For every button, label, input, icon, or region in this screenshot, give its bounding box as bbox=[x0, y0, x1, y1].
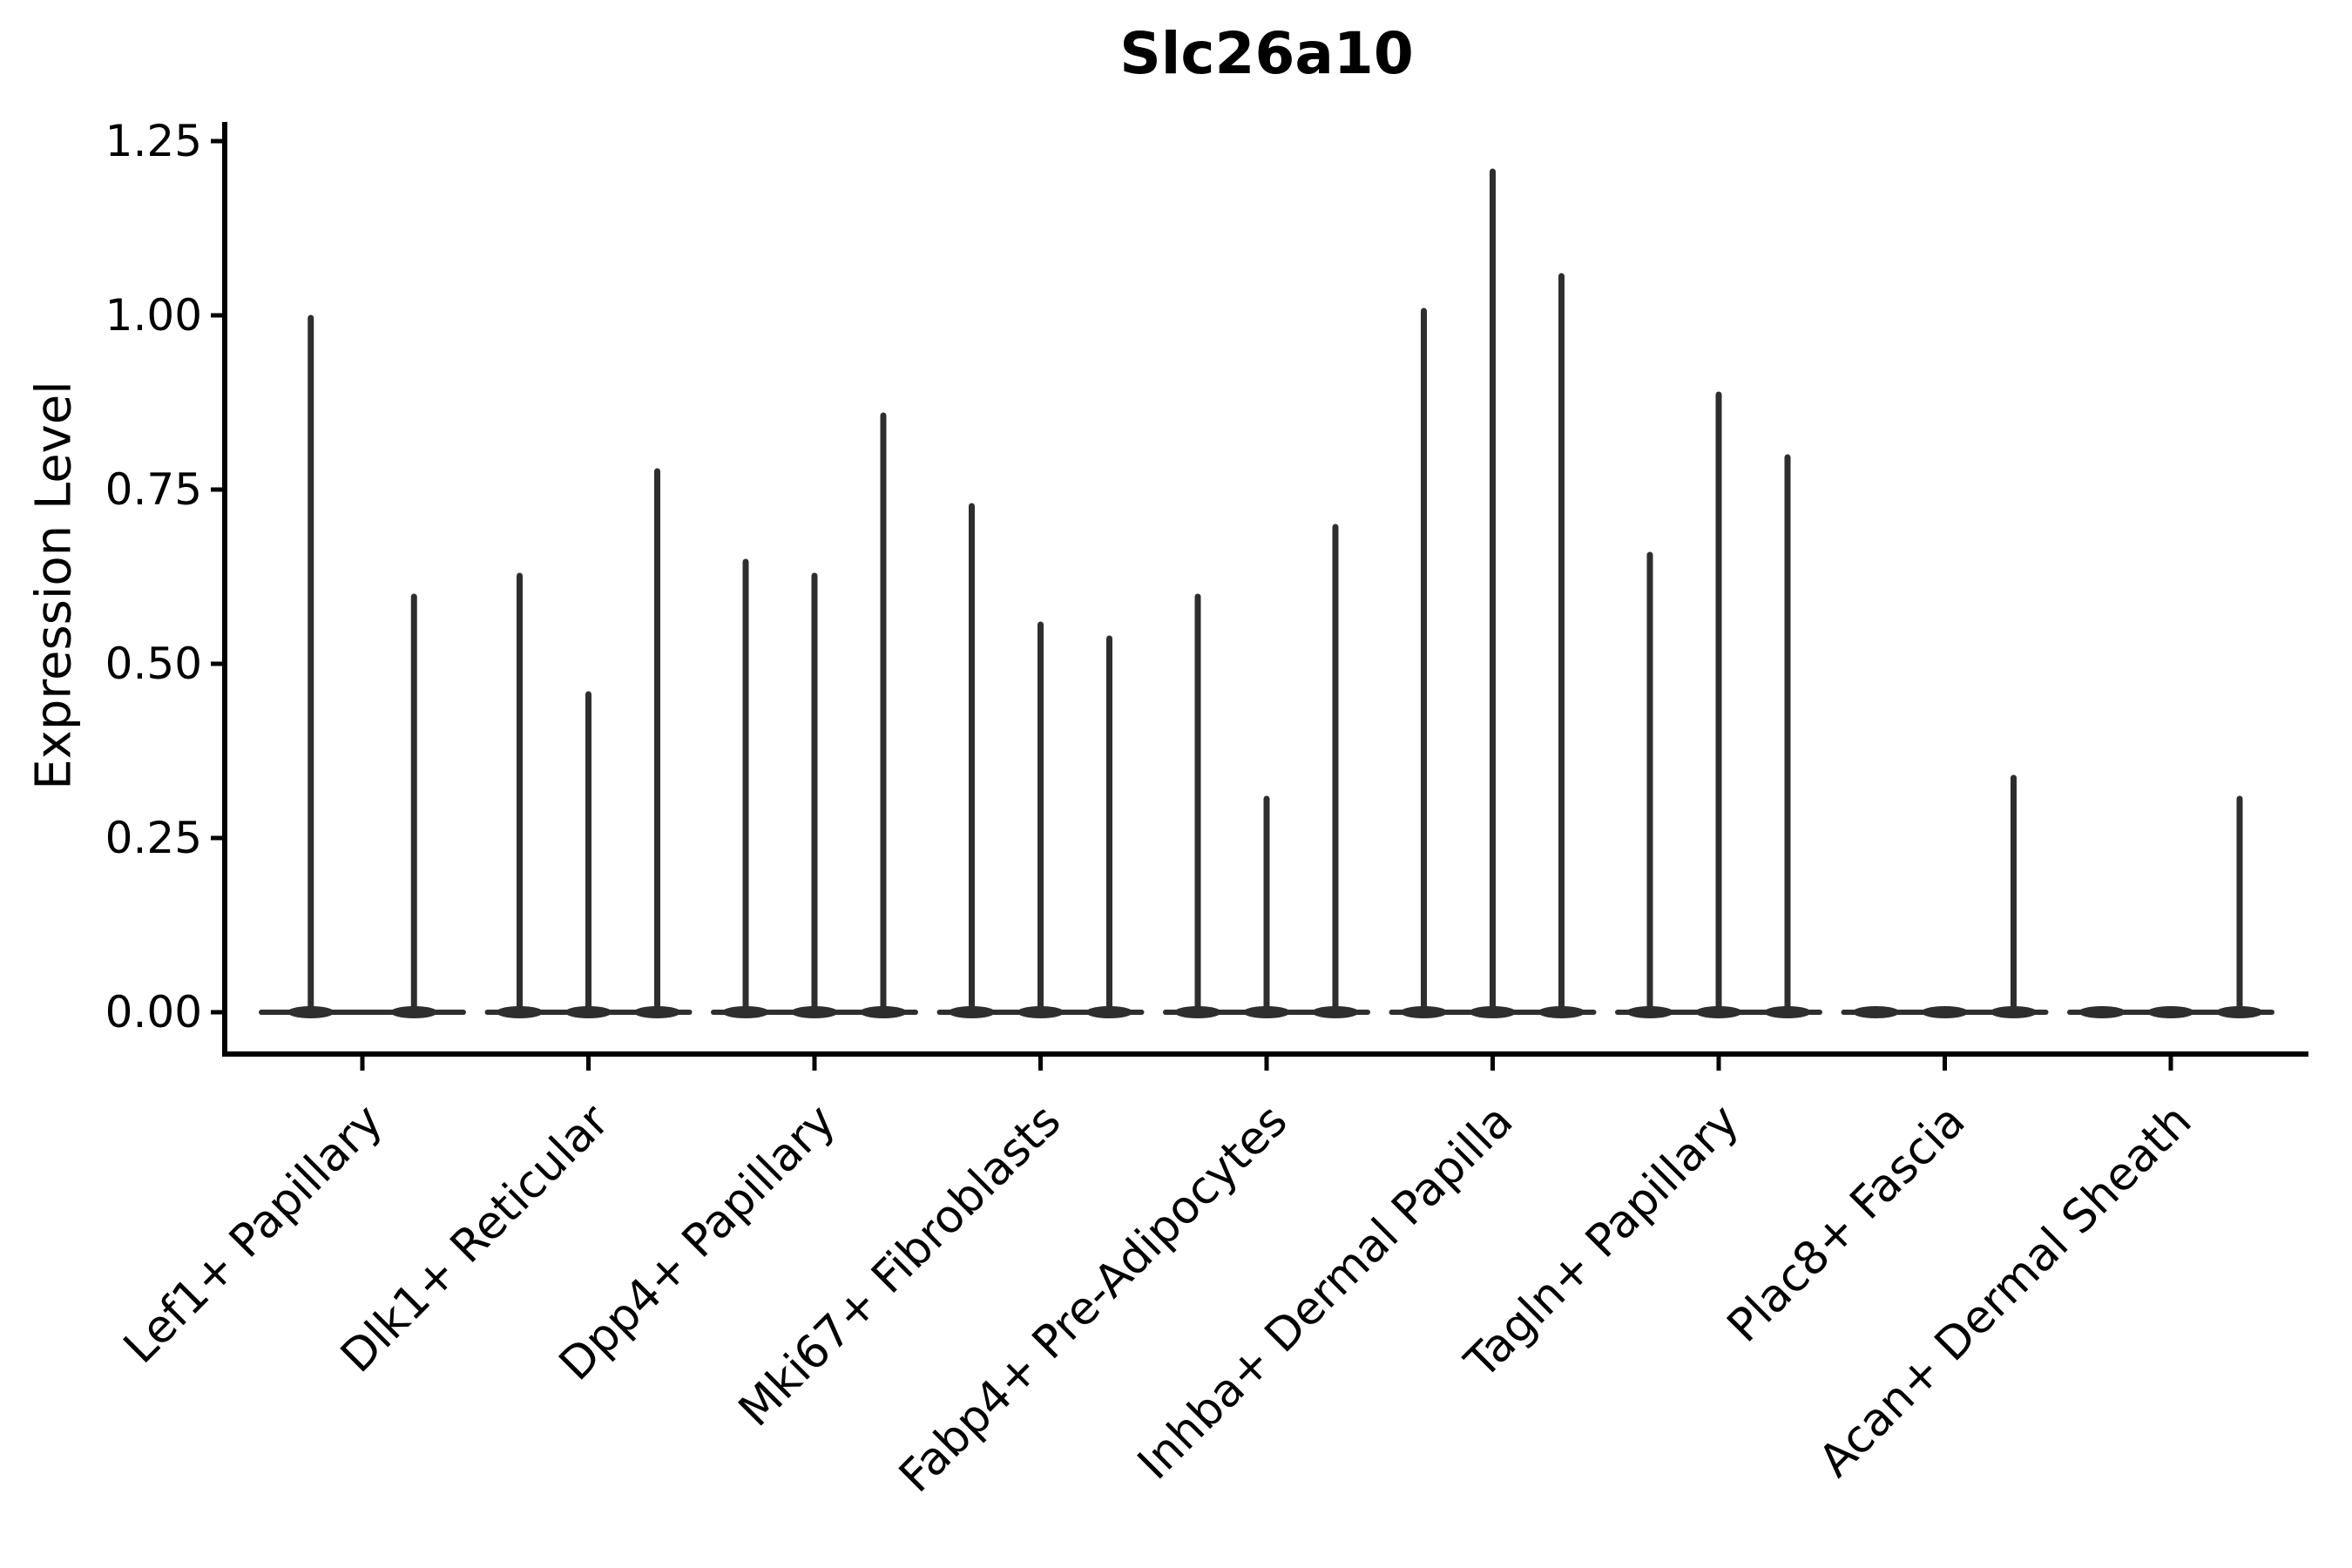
chart-title: Slc26a10 bbox=[1119, 20, 1414, 87]
violin-density-bump bbox=[1921, 1006, 1969, 1018]
y-tick-label: 1.25 bbox=[105, 116, 202, 166]
y-tick-label: 0.00 bbox=[105, 987, 202, 1037]
violin-density-bump bbox=[2147, 1006, 2194, 1018]
violin-density-bump bbox=[2078, 1006, 2126, 1018]
y-tick-label: 0.50 bbox=[105, 639, 202, 689]
violin-density-bump bbox=[1852, 1006, 1900, 1018]
y-tick-label: 1.00 bbox=[105, 290, 202, 341]
axes-layer bbox=[211, 122, 2308, 1071]
y-axis-label: Expression Level bbox=[25, 381, 83, 790]
violin-group-layer bbox=[259, 168, 2274, 1018]
y-tick-label: 0.75 bbox=[105, 464, 202, 515]
y-tick-label: 0.25 bbox=[105, 813, 202, 863]
